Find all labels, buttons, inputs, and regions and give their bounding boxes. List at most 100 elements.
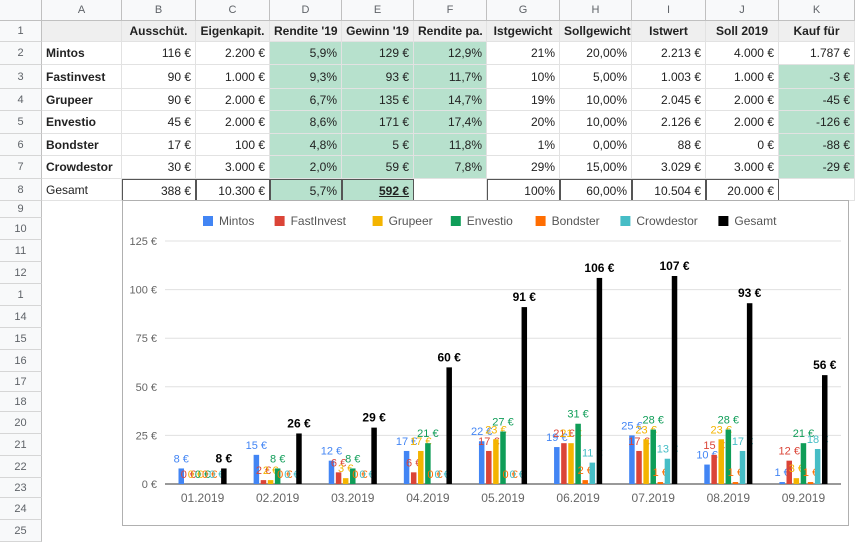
cell[interactable]: 2.000 €: [706, 89, 779, 111]
row-header[interactable]: 7: [0, 156, 42, 179]
cell[interactable]: 10,00%: [560, 111, 632, 134]
cell[interactable]: Ausschüt.: [122, 21, 196, 42]
cell[interactable]: 100%: [487, 179, 560, 201]
cell[interactable]: 8,6%: [270, 111, 342, 134]
legend-label[interactable]: Gesamt: [734, 214, 777, 228]
cell[interactable]: 20,00%: [560, 42, 632, 65]
cell[interactable]: 10.300 €: [196, 179, 270, 201]
cell[interactable]: 90 €: [122, 89, 196, 111]
cell[interactable]: 2.000 €: [196, 89, 270, 111]
cell[interactable]: 90 €: [122, 65, 196, 89]
row-header[interactable]: 2: [0, 42, 42, 65]
cell[interactable]: 17 €: [122, 134, 196, 156]
cell[interactable]: 116 €: [122, 42, 196, 65]
row-header[interactable]: 23: [0, 478, 42, 498]
cell[interactable]: 0 €: [706, 134, 779, 156]
row-header[interactable]: 22: [0, 456, 42, 478]
legend-label[interactable]: Grupeer: [389, 214, 433, 228]
legend-label[interactable]: Mintos: [219, 214, 254, 228]
cell[interactable]: 45 €: [122, 111, 196, 134]
row-header[interactable]: 20: [0, 412, 42, 434]
cell[interactable]: Crowdestor: [42, 156, 122, 179]
row-header[interactable]: 5: [0, 111, 42, 134]
cell[interactable]: 4,8%: [270, 134, 342, 156]
column-header-a[interactable]: A: [42, 0, 122, 21]
cell[interactable]: 171 €: [342, 111, 414, 134]
cell[interactable]: 3.000 €: [196, 156, 270, 179]
cell[interactable]: 60,00%: [560, 179, 632, 201]
row-header[interactable]: 1: [0, 21, 42, 42]
column-header-d[interactable]: D: [270, 0, 342, 21]
cell[interactable]: 135 €: [342, 89, 414, 111]
column-header-k[interactable]: K: [779, 0, 855, 21]
sheet-corner[interactable]: [0, 0, 42, 21]
cell[interactable]: 7,8%: [414, 156, 487, 179]
row-header[interactable]: 15: [0, 328, 42, 350]
cell[interactable]: [779, 179, 855, 201]
cell[interactable]: 2.213 €: [632, 42, 706, 65]
row-header[interactable]: 11: [0, 240, 42, 262]
cell[interactable]: 1%: [487, 134, 560, 156]
cell[interactable]: 15,00%: [560, 156, 632, 179]
cell[interactable]: Rendite '19: [270, 21, 342, 42]
row-header[interactable]: 6: [0, 134, 42, 156]
cell[interactable]: 1.000 €: [196, 65, 270, 89]
cell[interactable]: 3.000 €: [706, 156, 779, 179]
row-header[interactable]: 16: [0, 350, 42, 372]
cell[interactable]: Gesamt: [42, 179, 122, 201]
row-header[interactable]: 24: [0, 498, 42, 520]
cell[interactable]: 388 €: [122, 179, 196, 201]
cell[interactable]: Gewinn '19: [342, 21, 414, 42]
cell[interactable]: 12,9%: [414, 42, 487, 65]
cell[interactable]: 59 €: [342, 156, 414, 179]
row-header[interactable]: 14: [0, 306, 42, 328]
cell[interactable]: 20.000 €: [706, 179, 779, 201]
cell[interactable]: 93 €: [342, 65, 414, 89]
cell[interactable]: 2.126 €: [632, 111, 706, 134]
cell[interactable]: [414, 179, 487, 201]
cell[interactable]: 592 €: [342, 179, 414, 201]
row-header[interactable]: 9: [0, 201, 42, 218]
cell[interactable]: 1.000 €: [706, 65, 779, 89]
cell[interactable]: Eigenkapit.: [196, 21, 270, 42]
chart-container[interactable]: 0 € 25 € 50 € 75 € 100 € 125 € Mintos FastInves…: [122, 200, 849, 526]
cell[interactable]: -88 €: [779, 134, 855, 156]
cell[interactable]: Istwert: [632, 21, 706, 42]
legend-label[interactable]: Bondster: [552, 214, 600, 228]
cell[interactable]: 1.003 €: [632, 65, 706, 89]
cell[interactable]: [42, 21, 122, 42]
cell[interactable]: -45 €: [779, 89, 855, 111]
cell[interactable]: 14,7%: [414, 89, 487, 111]
cell[interactable]: 30 €: [122, 156, 196, 179]
legend-label[interactable]: Envestio: [467, 214, 513, 228]
cell[interactable]: 88 €: [632, 134, 706, 156]
cell[interactable]: Sollgewicht: [560, 21, 632, 42]
column-header-j[interactable]: J: [706, 0, 779, 21]
row-header[interactable]: 8: [0, 179, 42, 201]
row-header[interactable]: 12: [0, 262, 42, 284]
column-header-i[interactable]: I: [632, 0, 706, 21]
cell[interactable]: 100 €: [196, 134, 270, 156]
cell[interactable]: 129 €: [342, 42, 414, 65]
column-header-g[interactable]: G: [487, 0, 560, 21]
cell[interactable]: 10.504 €: [632, 179, 706, 201]
cell[interactable]: 1.787 €: [779, 42, 855, 65]
cell[interactable]: 6,7%: [270, 89, 342, 111]
row-header[interactable]: 25: [0, 520, 42, 542]
cell[interactable]: 9,3%: [270, 65, 342, 89]
row-header[interactable]: 1: [0, 284, 42, 306]
cell[interactable]: 4.000 €: [706, 42, 779, 65]
row-header[interactable]: 18: [0, 392, 42, 412]
cell[interactable]: Fastinvest: [42, 65, 122, 89]
column-header-e[interactable]: E: [342, 0, 414, 21]
row-header[interactable]: 21: [0, 434, 42, 456]
cell[interactable]: 5,00%: [560, 65, 632, 89]
cell[interactable]: 2,0%: [270, 156, 342, 179]
column-header-f[interactable]: F: [414, 0, 487, 21]
cell[interactable]: Kauf für: [779, 21, 855, 42]
cell[interactable]: 5,7%: [270, 179, 342, 201]
cell[interactable]: 11,7%: [414, 65, 487, 89]
cell[interactable]: -3 €: [779, 65, 855, 89]
cell[interactable]: 5 €: [342, 134, 414, 156]
cell[interactable]: Grupeer: [42, 89, 122, 111]
